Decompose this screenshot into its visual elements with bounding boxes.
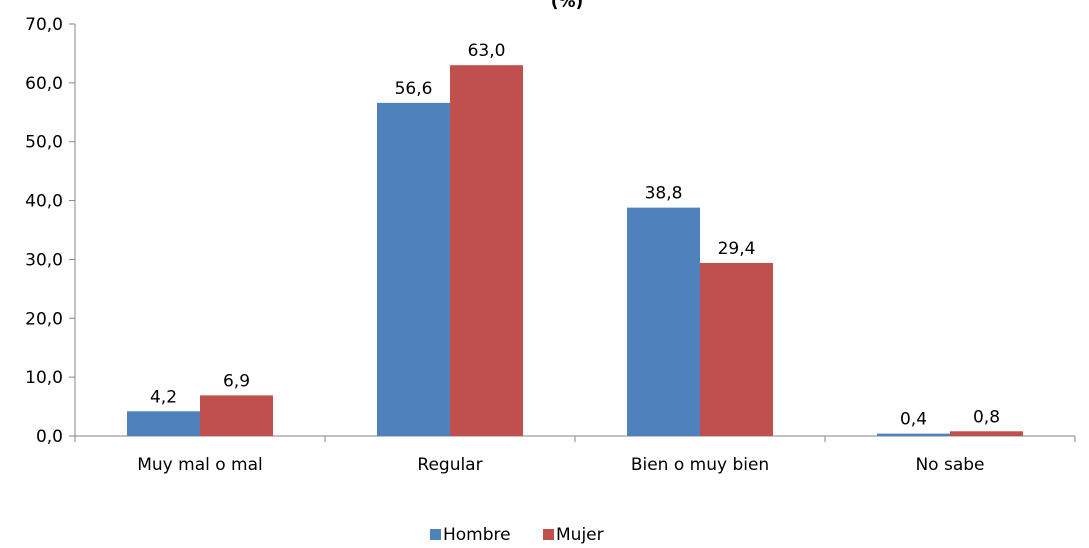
y-tick-label: 20,0 [25, 309, 63, 329]
data-label: 0,8 [973, 407, 1000, 427]
legend-label-mujer: Mujer [556, 525, 604, 545]
chart-legend: Hombre Mujer [430, 525, 604, 545]
y-tick-label: 60,0 [25, 74, 63, 94]
x-category-label: No sabe [915, 455, 984, 475]
y-tick-label: 0,0 [36, 427, 63, 447]
bar-mujer-2 [700, 262, 773, 436]
chart-bars [127, 65, 1023, 437]
data-label: 56,6 [395, 79, 433, 99]
y-tick-label: 50,0 [25, 133, 63, 153]
x-category-label: Muy mal o mal [137, 455, 263, 475]
y-tick-label: 10,0 [25, 368, 63, 388]
y-tick-label: 70,0 [25, 15, 63, 35]
data-label: 38,8 [645, 184, 683, 204]
data-label: 63,0 [468, 41, 506, 61]
bar-mujer-3 [950, 431, 1023, 436]
legend-swatch-hombre [430, 529, 441, 540]
y-tick-label: 30,0 [25, 250, 63, 270]
bar-hombre-2 [627, 207, 700, 436]
chart-data-labels: 4,2 6,9 56,6 63,0 38,8 29,4 0,4 0,8 [150, 41, 1000, 429]
legend-label-hombre: Hombre [443, 525, 511, 545]
bar-hombre-3 [877, 433, 950, 436]
data-label: 4,2 [150, 387, 177, 407]
bar-mujer-1 [450, 65, 523, 436]
chart-title: (%) [551, 0, 584, 12]
data-label: 6,9 [223, 371, 250, 391]
x-category-label: Regular [417, 455, 482, 475]
data-label: 29,4 [718, 239, 756, 259]
y-tick-label: 40,0 [25, 192, 63, 212]
bar-hombre-0 [127, 411, 200, 436]
data-label: 0,4 [900, 410, 927, 430]
bar-hombre-1 [377, 102, 450, 437]
legend-swatch-mujer [543, 529, 554, 540]
x-category-label: Bien o muy bien [631, 455, 769, 475]
bar-mujer-0 [200, 395, 273, 436]
chart-axes: 0,0 10,0 20,0 30,0 40,0 50,0 60,0 70,0 Muy mal o… [25, 15, 1076, 475]
